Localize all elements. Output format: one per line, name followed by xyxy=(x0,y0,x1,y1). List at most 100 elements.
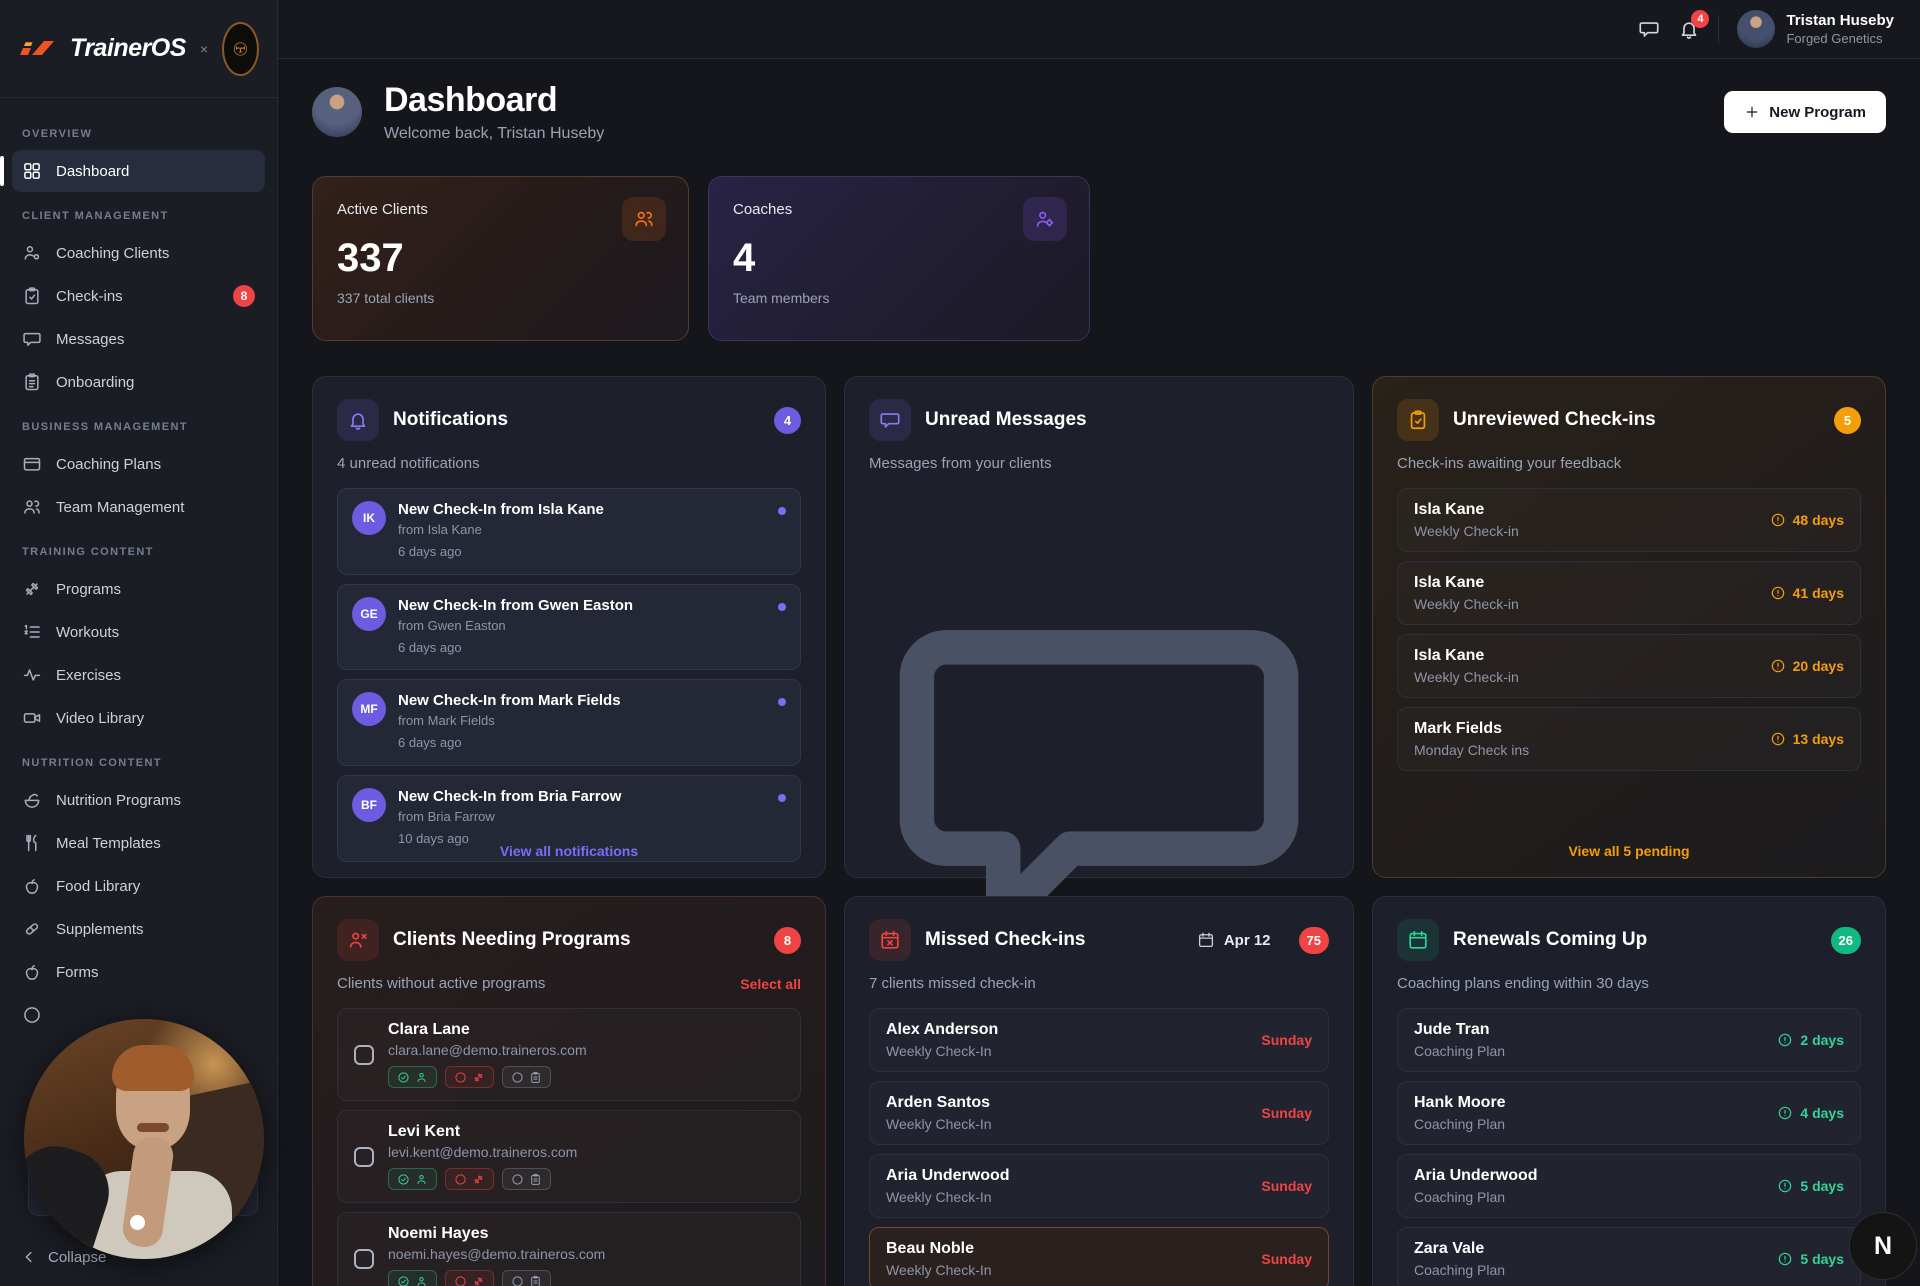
missed-checkin-row[interactable]: Alex Anderson Weekly Check-In Sunday xyxy=(869,1008,1329,1072)
renewals-panel: Renewals Coming Up 26 Coaching plans end… xyxy=(1372,896,1886,1286)
sidebar-item-label: Messages xyxy=(56,330,125,348)
client-checkbox[interactable] xyxy=(354,1146,374,1167)
sidebar-item[interactable]: Coaching Plans xyxy=(12,443,265,485)
sidebar-item[interactable]: Team Management xyxy=(12,486,265,528)
sidebar-item-icon xyxy=(22,622,42,642)
sidebar-section: CLIENT MANAGEMENT Coaching Clients Check… xyxy=(12,210,265,403)
notification-item[interactable]: IK New Check-In from Isla Kane from Isla… xyxy=(337,488,801,575)
client-row[interactable]: Levi Kent levi.kent@demo.traineros.com xyxy=(337,1110,801,1203)
panel-title: Clients Needing Programs xyxy=(393,929,631,950)
renewal-row[interactable]: Hank Moore Coaching Plan 4 days xyxy=(1397,1081,1861,1145)
sidebar-item[interactable]: Onboarding xyxy=(12,361,265,403)
unread-messages-panel: Unread Messages Messages from your clien… xyxy=(844,376,1354,1035)
notification-item[interactable]: GE New Check-In from Gwen Easton from Gw… xyxy=(337,583,801,671)
unread-dot xyxy=(778,698,786,707)
alert-clock-icon xyxy=(1777,1178,1793,1194)
sidebar-item-icon xyxy=(22,372,42,392)
sidebar-item[interactable]: Exercises xyxy=(12,654,265,696)
renewal-row[interactable]: Aria Underwood Coaching Plan 5 days xyxy=(1397,1154,1861,1218)
alert-clock-icon xyxy=(1777,1251,1793,1267)
sidebar-item[interactable]: Programs xyxy=(12,568,265,610)
sidebar-item-label: Exercises xyxy=(56,666,122,684)
sidebar-item-label: Team Management xyxy=(56,498,185,516)
traineros-logo-icon xyxy=(18,34,58,64)
user-menu[interactable]: Tristan Huseby Forged Genetics xyxy=(1737,10,1894,48)
client-row[interactable]: Noemi Hayes noemi.hayes@demo.traineros.c… xyxy=(337,1212,801,1286)
sidebar-item-label: Video Library xyxy=(56,709,145,727)
missed-checkin-row[interactable]: Arden Santos Weekly Check-In Sunday xyxy=(869,1081,1329,1145)
sidebar-item[interactable]: Messages xyxy=(12,318,265,360)
active-clients-card[interactable]: Active Clients 337 337 total clients xyxy=(312,176,689,341)
checkin-item[interactable]: Isla Kane Weekly Check-in 48 days xyxy=(1397,488,1861,552)
stat-label: Coaches xyxy=(733,201,793,218)
sidebar-item[interactable]: Video Library xyxy=(12,697,265,739)
new-program-button[interactable]: New Program xyxy=(1724,91,1886,133)
sidebar-item[interactable] xyxy=(12,994,265,1036)
renewals-count-badge: 26 xyxy=(1830,926,1861,954)
page-content: Dashboard Welcome back, Tristan Huseby N… xyxy=(278,59,1920,1286)
page-subtitle: Welcome back, Tristan Huseby xyxy=(384,125,605,142)
client-checkbox[interactable] xyxy=(354,1248,374,1269)
client-checkbox[interactable] xyxy=(354,1044,374,1065)
panel-subtitle: 4 unread notifications xyxy=(337,455,480,472)
sidebar-item-label: Coaching Plans xyxy=(56,455,162,473)
avatar: GE xyxy=(352,596,386,631)
sidebar-item[interactable]: Supplements xyxy=(12,908,265,950)
notifications-bell-icon[interactable]: 4 xyxy=(1678,10,1710,40)
webcam-overlay[interactable] xyxy=(24,1019,264,1259)
webcam-person-hair xyxy=(112,1045,194,1091)
missed-checkin-row[interactable]: Aria Underwood Weekly Check-In Sunday xyxy=(869,1154,1329,1218)
clipboard-check-icon xyxy=(1397,399,1439,441)
missed-date[interactable]: Apr 12 xyxy=(1197,931,1271,949)
panel-title: Missed Check-ins xyxy=(925,929,1086,950)
messages-topbar-icon[interactable] xyxy=(1638,18,1660,40)
sidebar-item-icon xyxy=(22,286,42,306)
panel-subtitle: Clients without active programs xyxy=(337,975,546,992)
renewal-row[interactable]: Zara Vale Coaching Plan 5 days xyxy=(1397,1227,1861,1286)
alert-clock-icon xyxy=(1777,1032,1793,1048)
sidebar-item-icon xyxy=(22,790,42,810)
missed-checkin-row[interactable]: Beau Noble Weekly Check-In Sunday xyxy=(869,1227,1329,1286)
sidebar-item[interactable]: Workouts xyxy=(12,611,265,653)
sidebar-section-label: OVERVIEW xyxy=(22,128,93,140)
notification-item[interactable]: BF New Check-In from Bria Farrow from Br… xyxy=(337,775,801,862)
sidebar-item-icon xyxy=(22,665,42,685)
stats-row: Active Clients 337 337 total clients Coa… xyxy=(312,176,1886,341)
unread-dot xyxy=(778,507,786,515)
bell-icon xyxy=(337,399,379,441)
view-all-pending-link[interactable]: View all 5 pending xyxy=(1568,843,1690,859)
coaches-card[interactable]: Coaches 4 Team members xyxy=(708,176,1090,341)
sidebar-item-icon xyxy=(22,833,42,853)
sidebar-item-icon xyxy=(22,497,42,517)
sidebar-item[interactable]: Food Library xyxy=(12,865,265,907)
sidebar-item[interactable]: Dashboard xyxy=(0,150,265,192)
dumbbell-icon xyxy=(472,1071,485,1084)
sidebar-item[interactable]: Check-ins 8 xyxy=(12,275,265,317)
calendar-x-icon xyxy=(869,919,911,961)
avatar: BF xyxy=(352,788,386,823)
sidebar-item-label: Coaching Clients xyxy=(56,244,170,262)
view-all-notifications-link[interactable]: View all notifications xyxy=(499,843,639,859)
webcam-person-mustache xyxy=(137,1123,169,1132)
checkin-item[interactable]: Isla Kane Weekly Check-in 20 days xyxy=(1397,634,1861,698)
sidebar-section: BUSINESS MANAGEMENT Coaching Plans Team … xyxy=(12,421,265,528)
notification-item[interactable]: MF New Check-In from Mark Fields from Ma… xyxy=(337,679,801,767)
sidebar-item[interactable]: Coaching Clients xyxy=(12,232,265,274)
n-overlay-bubble[interactable]: N xyxy=(1849,1212,1917,1280)
sidebar-section: TRAINING CONTENT Programs Workouts xyxy=(12,546,265,739)
unread-dot xyxy=(778,602,786,611)
account-active-chip xyxy=(388,1168,437,1190)
checkin-item[interactable]: Isla Kane Weekly Check-in 41 days xyxy=(1397,561,1861,625)
coach-avatar xyxy=(312,87,362,137)
sidebar-section: NUTRITION CONTENT Nutrition Programs Mea… xyxy=(12,757,265,1036)
renewal-row[interactable]: Jude Tran Coaching Plan 2 days xyxy=(1397,1008,1861,1072)
checkin-item[interactable]: Mark Fields Monday Check ins 13 days xyxy=(1397,707,1861,771)
sidebar-item[interactable]: Forms xyxy=(12,951,265,993)
sidebar-item[interactable]: Nutrition Programs xyxy=(12,779,265,821)
sidebar-nav: OVERVIEW Dashboard CLIENT MANAGEMENT xyxy=(0,98,277,1036)
select-all-link[interactable]: Select all xyxy=(740,975,801,992)
sidebar-item[interactable]: Meal Templates xyxy=(12,822,265,864)
clipboard-icon xyxy=(529,1275,542,1286)
client-row[interactable]: Clara Lane clara.lane@demo.traineros.com xyxy=(337,1008,801,1101)
circle-icon xyxy=(511,1071,524,1084)
